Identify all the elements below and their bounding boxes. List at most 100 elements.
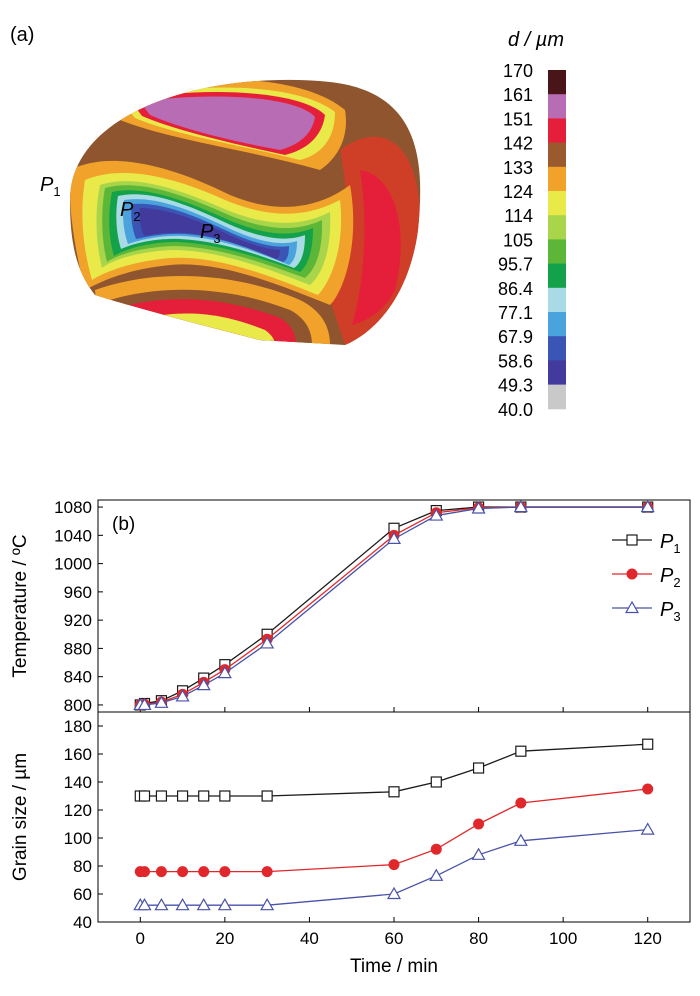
colorbar-tick-label: 58.6 xyxy=(498,351,533,371)
data-point-square xyxy=(138,790,151,802)
y-tick-label: 960 xyxy=(64,583,92,602)
x-tick-label: 120 xyxy=(634,929,662,948)
data-point-circle xyxy=(219,866,231,878)
data-point-square xyxy=(626,534,638,546)
y-tick-label: 1000 xyxy=(54,555,92,574)
data-point-square xyxy=(155,790,168,802)
specimen-body xyxy=(70,79,421,345)
data-point-triangle xyxy=(624,600,640,614)
data-point-triangle xyxy=(471,847,486,860)
data-point-triangle xyxy=(175,897,190,911)
data-point-triangle xyxy=(640,499,655,513)
legend-label: P1 xyxy=(660,531,681,556)
colorbar-swatch xyxy=(548,142,566,168)
x-tick-label: 60 xyxy=(385,929,404,948)
x-tick-label: 40 xyxy=(300,929,319,948)
data-point-square xyxy=(261,790,273,802)
colorbar-swatch xyxy=(548,94,566,119)
legend-label: P3 xyxy=(660,599,681,624)
data-point-triangle xyxy=(137,897,152,911)
colorbar-tick-label: 49.3 xyxy=(498,376,533,396)
y-tick-label: 80 xyxy=(73,857,92,876)
data-point-circle xyxy=(515,797,527,809)
colorbar-swatch xyxy=(548,191,566,216)
y-tick-label: 140 xyxy=(64,773,92,792)
data-point-circle xyxy=(155,866,167,878)
y-tick-label: 1040 xyxy=(54,526,92,545)
legend-subscript: 1 xyxy=(673,541,680,556)
y-axis-label: Grain size / µm xyxy=(10,753,31,881)
colorbar-swatch xyxy=(548,263,566,289)
colorbar: d / µm 170 161 151 142 133 124 114 105 95.7 86.4 7… xyxy=(498,29,566,420)
colorbar-swatch xyxy=(548,166,566,192)
y-axis-label: Temperature / ºC xyxy=(10,534,31,677)
colorbar-swatch xyxy=(548,336,566,361)
data-point-square xyxy=(472,762,485,774)
data-point-triangle xyxy=(154,897,169,911)
data-point-square xyxy=(388,786,400,798)
data-point-circle xyxy=(139,866,151,878)
data-point-square xyxy=(198,790,210,802)
data-point-triangle xyxy=(260,897,275,911)
data-point-square xyxy=(515,745,527,757)
legend-subscript: 2 xyxy=(673,575,680,590)
x-tick-label: 0 xyxy=(136,929,145,948)
colorbar-tick-label: 161 xyxy=(503,85,533,105)
data-point-triangle xyxy=(429,868,444,881)
colorbar-swatch xyxy=(548,215,566,240)
y-tick-label: 1080 xyxy=(54,498,92,517)
data-point-triangle xyxy=(513,499,528,513)
x-tick-label: 80 xyxy=(469,929,488,948)
legend-letter: P xyxy=(660,531,674,553)
grain-size-contour-image: P1 P2 P3 xyxy=(40,79,421,345)
colorbar-tick-label: 170 xyxy=(503,61,533,81)
y-tick-label: 120 xyxy=(64,801,92,820)
data-point-square xyxy=(642,738,654,750)
data-point-circle xyxy=(261,866,273,878)
colorbar-title: d / µm xyxy=(508,29,564,51)
y-tick-label: 920 xyxy=(64,611,92,630)
series-p3 xyxy=(133,822,655,911)
colorbar-tick-label: 151 xyxy=(503,109,533,129)
colorbar-swatch xyxy=(548,118,566,144)
data-point-circle xyxy=(430,843,442,855)
data-point-triangle xyxy=(260,636,275,649)
y-tick-label: 40 xyxy=(73,913,92,932)
data-point-circle xyxy=(473,818,485,830)
colorbar-tick-label: 86.4 xyxy=(498,279,533,299)
legend-entry-p1: P1 xyxy=(612,531,681,556)
colorbar-tick-label: 133 xyxy=(503,158,533,178)
data-point-circle xyxy=(626,568,638,580)
colorbar-tick-label: 77.1 xyxy=(498,303,533,323)
x-axis-label: Time / min xyxy=(350,956,438,977)
data-point-triangle xyxy=(217,665,232,679)
data-point-triangle xyxy=(196,677,211,691)
panel-b-label: (b) xyxy=(112,514,135,535)
y-tick-label: 800 xyxy=(64,696,92,715)
colorbar-swatch xyxy=(548,239,566,265)
point-p3-label: P3 xyxy=(200,221,221,246)
colorbar-tick-label: 40.0 xyxy=(498,400,533,420)
data-point-square xyxy=(219,790,231,802)
data-point-circle xyxy=(177,866,189,878)
data-point-triangle xyxy=(217,897,232,911)
data-point-triangle xyxy=(429,508,444,521)
legend-entry-p2: P2 xyxy=(612,565,681,590)
data-point-triangle xyxy=(137,697,152,711)
data-point-triangle xyxy=(154,695,169,708)
data-point-triangle xyxy=(386,886,402,900)
series-p1 xyxy=(134,738,654,802)
legend-entry-p3: P3 xyxy=(612,599,681,624)
data-point-triangle xyxy=(640,822,655,835)
colorbar-swatch xyxy=(548,70,566,95)
data-point-circle xyxy=(388,859,400,871)
point-p2-label: P2 xyxy=(120,199,141,224)
colorbar-swatch xyxy=(548,360,566,386)
data-point-triangle xyxy=(471,501,486,514)
data-point-circle xyxy=(642,783,654,795)
x-tick-label: 20 xyxy=(215,929,234,948)
point-p1-label: P1 xyxy=(40,174,61,199)
